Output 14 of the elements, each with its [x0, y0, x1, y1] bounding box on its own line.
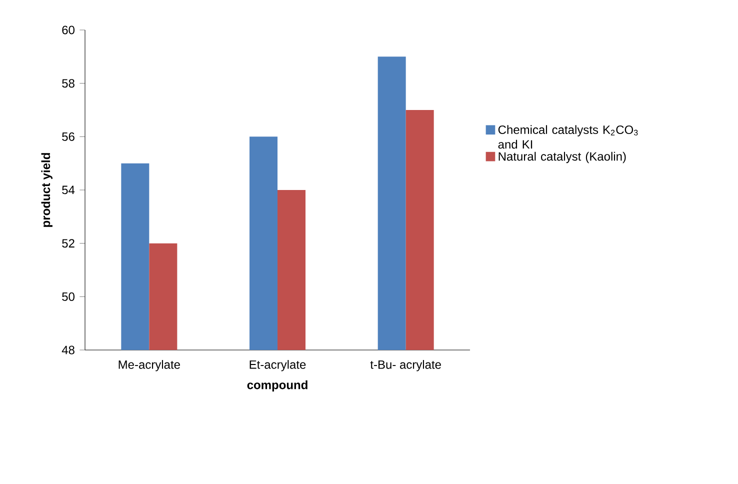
x-tick-label: t-Bu- acrylate: [370, 360, 441, 372]
y-axis-title: product yield: [41, 153, 52, 227]
y-tick-label: 52: [62, 239, 74, 248]
legend-label: Natural catalyst (Kaolin): [498, 152, 626, 164]
x-axis-title: compound: [247, 380, 308, 392]
y-tick-label: 50: [62, 292, 74, 301]
text: Chemical catalysts K$_{2}$CO$_{3}$ and KI: [498, 125, 638, 149]
x-tick-label: Me-acrylate: [118, 360, 180, 372]
x-tick-label: Et-acrylate: [250, 360, 306, 372]
y-tick-label: 58: [62, 79, 74, 88]
y-tick-label: 48: [62, 346, 74, 354]
y-tick-label: 56: [62, 132, 74, 141]
y-tick-label: 60: [62, 26, 74, 34]
y-tick-label: 54: [62, 186, 75, 194]
